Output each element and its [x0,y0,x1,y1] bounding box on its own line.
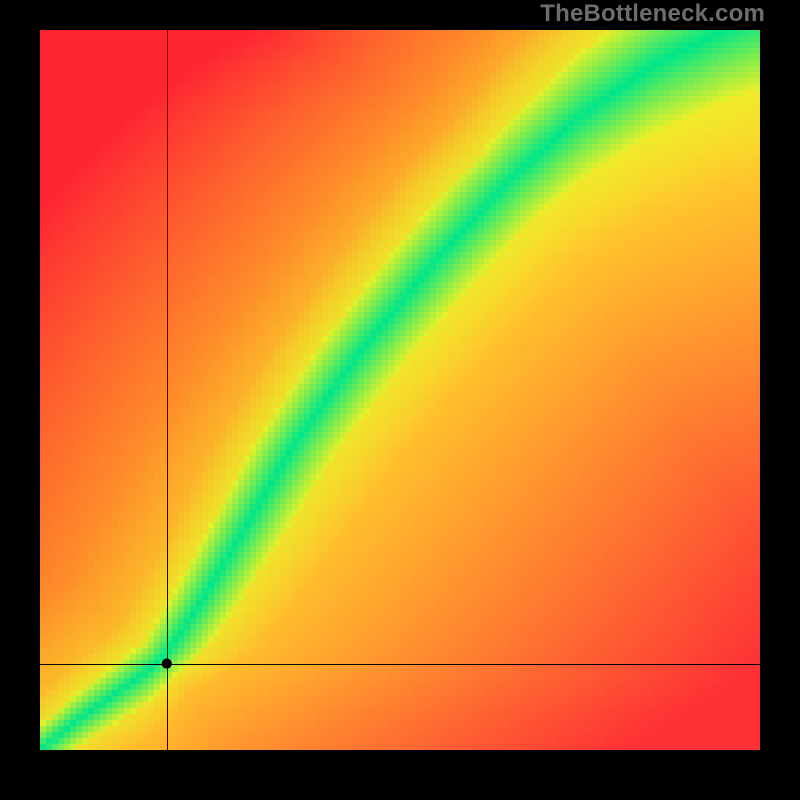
watermark-text: TheBottleneck.com [540,0,765,28]
crosshair-overlay [40,30,760,750]
bottleneck-heatmap [40,30,760,750]
